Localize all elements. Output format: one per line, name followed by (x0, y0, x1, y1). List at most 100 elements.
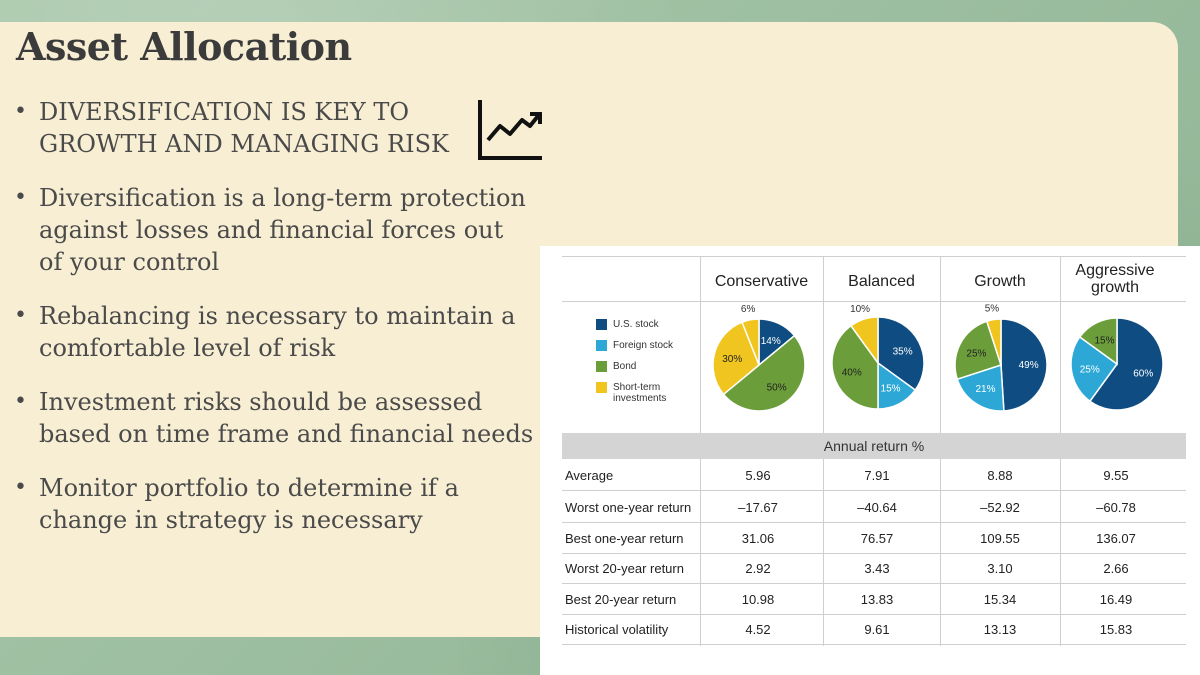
pie-slice (831, 324, 879, 410)
slide-title: Asset Allocation (16, 24, 352, 69)
pie-slice-label: 21% (975, 384, 995, 395)
legend-label: Bond (613, 361, 637, 372)
row-label: Worst 20-year return (565, 561, 684, 576)
table-rule (562, 614, 1186, 615)
bullet-item: • Monitor portfolio to determine if a cha… (14, 474, 459, 534)
pie-slice (985, 318, 1002, 366)
table-cell: 15.34 (983, 592, 1017, 607)
row-label: Best 20-year return (565, 592, 677, 607)
pie-slice-label: 50% (767, 382, 787, 393)
column-header: Growth (974, 273, 1026, 290)
column-divider (1060, 459, 1061, 646)
bullet-item: • Diversification is a long-term protecti… (14, 184, 526, 276)
column-divider (1060, 256, 1061, 433)
legend-item: U.S. stock (596, 319, 706, 330)
table-cell: 15.83 (1099, 622, 1133, 637)
pie-slice (741, 318, 760, 366)
table-cell: 9.55 (1103, 468, 1129, 483)
table-cell: –52.92 (980, 500, 1020, 515)
table-rule (562, 301, 1186, 302)
table-cell: –17.67 (738, 500, 778, 515)
legend-swatch (596, 361, 607, 372)
table-cell: 8.88 (987, 468, 1013, 483)
pie-slice-label: 40% (842, 368, 862, 379)
column-divider (940, 459, 941, 646)
table-cell: 109.55 (980, 531, 1020, 546)
pie-slice (1088, 317, 1164, 411)
table-rule (562, 583, 1186, 584)
pie-charts: 14% 50% 30% 6% 35% 15% 40% 10% 49% 21% 25% 5% 60% 25%… (712, 304, 1164, 412)
bullet-text: Diversification is a long-term protectio… (39, 184, 526, 276)
row-label: Worst one-year return (565, 500, 692, 515)
bullet-item: • Rebalancing is necessary to maintain a … (14, 302, 516, 362)
table-cell: 4.52 (745, 622, 771, 637)
pie-slice (712, 321, 760, 396)
legend-item: Bond (596, 361, 706, 372)
table-rule (562, 490, 1186, 491)
table-cell: 136.07 (1096, 531, 1136, 546)
pie-slice (1000, 318, 1048, 412)
bullet-item: • DIVERSIFICATION IS KEY TO GROWTH AND MA… (14, 98, 449, 158)
bullet-text: Monitor portfolio to determine if a chan… (39, 474, 459, 534)
row-label: Average (565, 468, 614, 483)
pie-slice-label: 60% (1133, 369, 1153, 380)
column-header: Conservative (714, 273, 809, 290)
table-rule (562, 256, 1186, 257)
pie-slice-label: 5% (985, 304, 1000, 315)
table-cell: 2.66 (1103, 561, 1129, 576)
trend-up-chart-icon (478, 100, 542, 160)
pie-slice (849, 316, 879, 366)
legend-label: Foreign stock (613, 340, 674, 351)
column-divider (700, 256, 701, 433)
bullet-list: • DIVERSIFICATION IS KEY TO GROWTH AND MA… (14, 96, 534, 558)
legend-item: Short-term investments (596, 382, 683, 404)
pie-slice-label: 35% (893, 346, 913, 357)
pie-slice-label: 10% (850, 304, 870, 315)
pie-slice-label: 14% (761, 336, 781, 347)
chart-legend: U.S. stock Foreign stock Bond Short-term… (596, 319, 706, 414)
bullet-text: Investment risks should be assessed base… (39, 388, 534, 448)
annual-return-header: Annual return % (562, 433, 1186, 459)
pie-slice-label: 30% (722, 354, 742, 365)
table-cell: –40.64 (857, 500, 897, 515)
pie-slice-label: 25% (1080, 364, 1100, 375)
pie-slice (877, 316, 925, 392)
column-divider (823, 459, 824, 646)
legend-swatch (596, 340, 607, 351)
table-rule (562, 522, 1186, 523)
pie-slice-label: 25% (966, 348, 986, 359)
table-cell: 10.98 (741, 592, 775, 607)
pie-slice-label: 6% (741, 304, 756, 315)
bullet-item: • Investment risks should be assessed bas… (14, 388, 534, 448)
column-divider (823, 256, 824, 433)
table-cell: 3.43 (864, 561, 890, 576)
bullet-text: DIVERSIFICATION IS KEY TO GROWTH AND MAN… (39, 98, 449, 158)
table-cell: 7.91 (864, 468, 890, 483)
row-label: Historical volatility (565, 622, 669, 637)
column-divider (700, 459, 701, 646)
table-cell: 3.10 (987, 561, 1013, 576)
row-label: Best one-year return (565, 531, 684, 546)
bullet-text: Rebalancing is necessary to maintain a c… (39, 302, 516, 362)
table-cell: –60.78 (1096, 500, 1136, 515)
legend-label: U.S. stock (613, 319, 659, 330)
table-rule (562, 644, 1186, 645)
table-cell: 13.83 (860, 592, 894, 607)
column-divider (940, 256, 941, 433)
table-cell: 31.06 (741, 531, 775, 546)
pie-slice (954, 320, 1002, 381)
table-rule (562, 553, 1186, 554)
table-cell: 16.49 (1099, 592, 1133, 607)
allocation-table-card: Conservative Balanced Growth Aggressive … (540, 246, 1200, 675)
column-header: Aggressive growth (1075, 262, 1155, 296)
column-header: Balanced (848, 273, 915, 290)
table-cell: 9.61 (864, 622, 890, 637)
legend-item: Foreign stock (596, 340, 706, 351)
table-cell: 13.13 (983, 622, 1017, 637)
table-cell: 5.96 (745, 468, 771, 483)
legend-swatch (596, 319, 607, 330)
pie-slice (956, 363, 1005, 412)
table-cell: 76.57 (860, 531, 894, 546)
pie-slice-label: 15% (1094, 335, 1114, 346)
pie-slice-label: 49% (1019, 360, 1039, 371)
